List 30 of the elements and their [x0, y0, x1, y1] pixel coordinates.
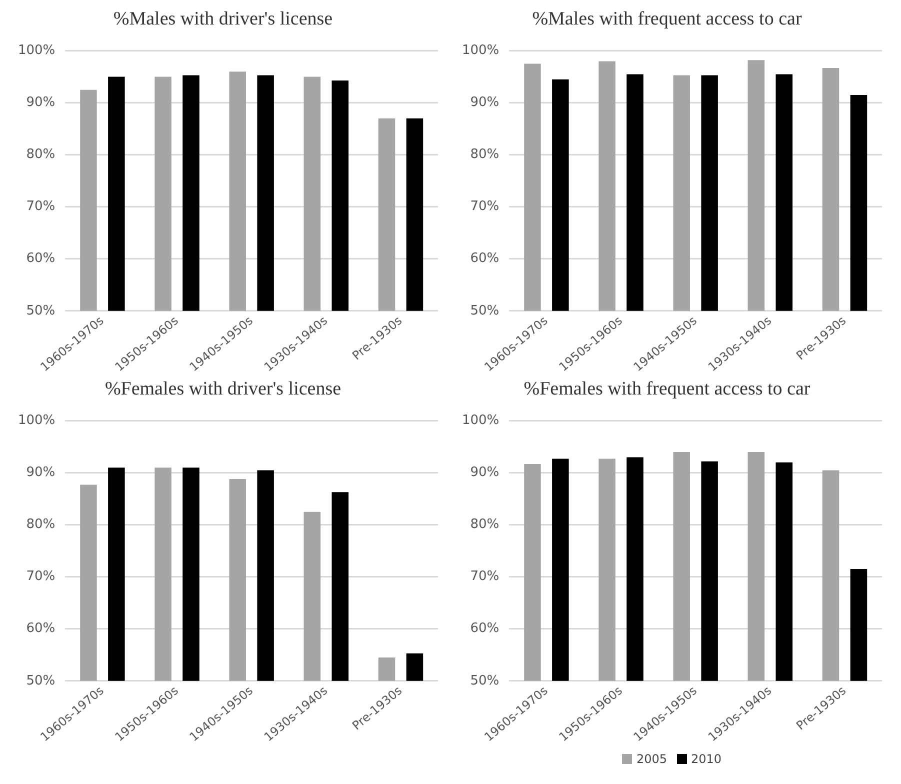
chart-title: %Males with driver's license — [113, 8, 333, 30]
chart-title: %Males with frequent access to car — [532, 8, 802, 30]
y-tick-label: 100% — [462, 43, 500, 58]
y-tick-label: 90% — [470, 95, 500, 110]
y-tick-label: 70% — [470, 199, 500, 214]
y-tick-label: 80% — [470, 147, 500, 162]
y-tick-label: 80% — [26, 147, 56, 162]
y-tick-label: 70% — [26, 199, 56, 214]
y-tick-label: 60% — [26, 621, 56, 636]
y-tick-label: 80% — [26, 517, 56, 532]
y-tick-label: 50% — [470, 673, 500, 688]
y-tick-label: 50% — [26, 303, 56, 318]
y-tick-label: 50% — [470, 303, 500, 318]
y-tick-label: 70% — [26, 569, 56, 584]
y-tick-label: 100% — [18, 413, 56, 428]
chart-title: %Females with frequent access to car — [524, 378, 811, 400]
y-tick-label: 90% — [26, 465, 56, 480]
y-tick-label: 100% — [462, 413, 500, 428]
y-tick-label: 100% — [18, 43, 56, 58]
y-tick-label: 70% — [470, 569, 500, 584]
y-tick-label: 60% — [26, 251, 56, 266]
y-tick-label: 90% — [470, 465, 500, 480]
legend-label: 2010 — [691, 752, 722, 766]
y-tick-label: 90% — [26, 95, 56, 110]
y-tick-label: 50% — [26, 673, 56, 688]
y-tick-label: 60% — [470, 251, 500, 266]
legend-label: 2005 — [636, 752, 667, 766]
y-tick-label: 60% — [470, 621, 500, 636]
chart-title: %Females with driver's license — [104, 378, 342, 400]
y-tick-label: 80% — [470, 517, 500, 532]
